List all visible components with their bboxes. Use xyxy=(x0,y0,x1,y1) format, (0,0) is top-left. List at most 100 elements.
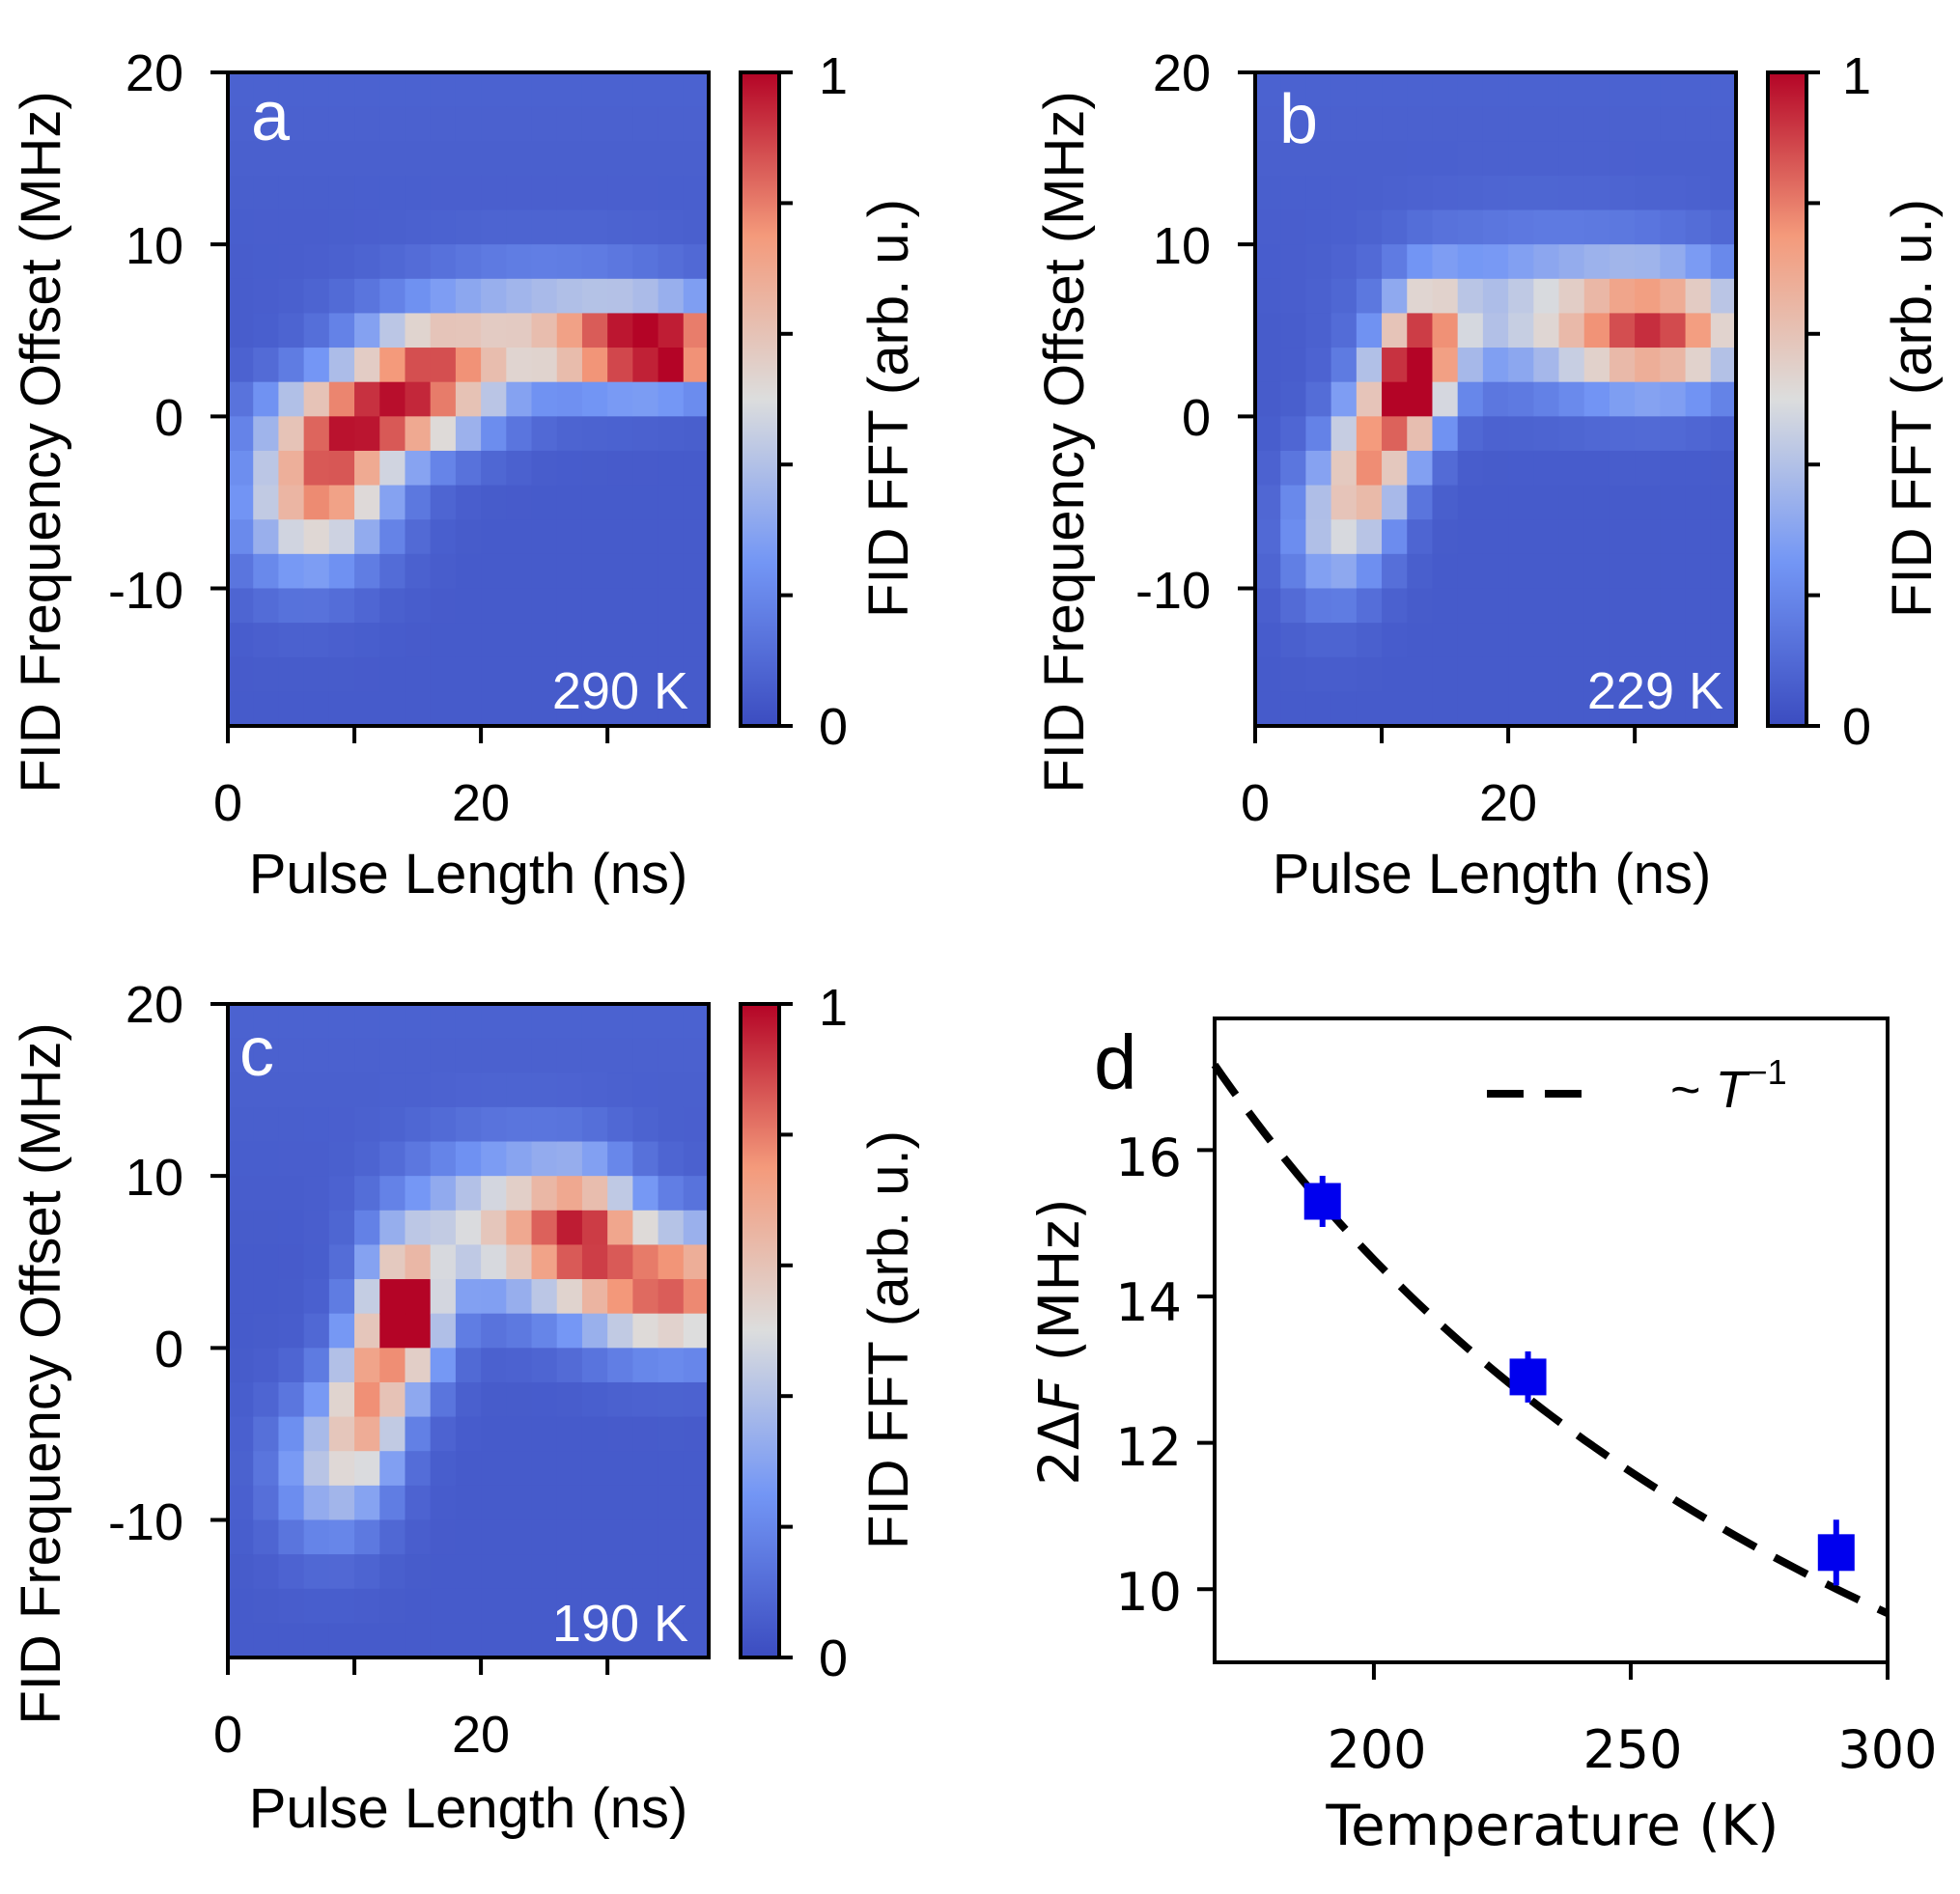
heatmap-cell xyxy=(1255,175,1281,211)
heatmap-cell xyxy=(1685,485,1712,520)
heatmap-cell xyxy=(481,244,507,280)
heatmap-cell xyxy=(1685,209,1712,245)
heatmap-cell xyxy=(430,1279,457,1315)
heatmap-cell xyxy=(1255,141,1281,177)
heatmap-cell xyxy=(581,1588,608,1624)
heatmap-cell xyxy=(658,1072,685,1108)
heatmap-cell xyxy=(354,175,380,211)
heatmap-cell xyxy=(632,1072,659,1108)
heatmap-cell xyxy=(354,553,380,590)
heatmap-cell xyxy=(1432,588,1459,624)
heatmap-cell xyxy=(328,1588,355,1624)
heatmap-cell xyxy=(228,244,254,280)
y-axis-label: 2ΔF (MHz) xyxy=(1026,1198,1092,1486)
heatmap-cell xyxy=(228,691,254,727)
heatmap-cell xyxy=(405,1004,432,1040)
heatmap-cell xyxy=(481,348,507,383)
heatmap-cell xyxy=(1382,72,1408,108)
heatmap-cell xyxy=(1255,72,1281,108)
heatmap-cell xyxy=(278,72,305,108)
heatmap-cell xyxy=(455,588,482,624)
heatmap-cell xyxy=(581,1519,608,1555)
heatmap-cell xyxy=(1710,656,1737,692)
heatmap-cell xyxy=(303,519,330,555)
heatmap-cell xyxy=(607,656,633,692)
y-axis-label: FID Frequency Offset (MHz) xyxy=(10,1022,72,1724)
heatmap-cell xyxy=(1280,450,1307,487)
heatmap-cell xyxy=(354,656,380,692)
heatmap-cell xyxy=(1533,244,1560,280)
heatmap-cell xyxy=(303,1381,330,1418)
heatmap-cell xyxy=(1280,553,1307,590)
heatmap-cell xyxy=(1457,209,1484,245)
heatmap-cell xyxy=(481,1176,507,1212)
heatmap-cell xyxy=(1685,244,1712,280)
heatmap-cell xyxy=(581,1038,608,1073)
heatmap-cell xyxy=(455,313,482,348)
heatmap-cell xyxy=(1508,588,1534,624)
heatmap-cell xyxy=(354,348,380,383)
heatmap-cell xyxy=(607,1416,633,1452)
heatmap-cell xyxy=(1330,519,1358,555)
heatmap-cell xyxy=(658,1485,685,1521)
heatmap-cell xyxy=(607,1106,633,1143)
heatmap-cell xyxy=(1356,278,1383,315)
heatmap-cell xyxy=(328,244,355,280)
heatmap-cell xyxy=(581,691,608,727)
heatmap-cell xyxy=(1280,588,1307,624)
heatmap-cell xyxy=(607,1588,633,1624)
heatmap-cell xyxy=(506,485,533,520)
heatmap-cell xyxy=(228,1451,254,1487)
heatmap-cell xyxy=(607,416,633,452)
heatmap-cell xyxy=(531,450,558,487)
heatmap-cell xyxy=(556,1519,583,1555)
heatmap-cell xyxy=(228,485,254,520)
heatmap-cell xyxy=(581,656,608,692)
heatmap-cell xyxy=(328,106,355,142)
heatmap-cell xyxy=(328,1244,355,1280)
heatmap-cell xyxy=(1710,209,1737,245)
heatmap-cell xyxy=(1508,209,1534,245)
heatmap-cell xyxy=(1382,209,1408,245)
y-tick-label-20: 20 xyxy=(1153,44,1211,102)
heatmap-cell xyxy=(632,1279,659,1315)
heatmap-cell xyxy=(455,72,482,108)
heatmap-cell xyxy=(1710,485,1737,520)
heatmap-cell xyxy=(1685,175,1712,211)
heatmap-cell xyxy=(1382,485,1408,520)
heatmap-cell xyxy=(455,1554,482,1590)
heatmap-cell xyxy=(632,278,659,315)
heatmap-cell xyxy=(1457,106,1484,142)
heatmap-cell xyxy=(278,1106,305,1143)
heatmap-cell xyxy=(430,1072,457,1108)
heatmap-cell xyxy=(1635,175,1661,211)
heatmap-cell xyxy=(658,623,685,658)
heatmap-cell xyxy=(658,1210,685,1246)
heatmap-cell xyxy=(1356,553,1383,590)
heatmap-cell xyxy=(1407,553,1434,590)
heatmap-cell xyxy=(1558,348,1585,383)
heatmap-cell xyxy=(1482,175,1509,211)
y-tick-label-neg10: -10 xyxy=(108,1493,183,1551)
heatmap-cell xyxy=(1407,72,1434,108)
heatmap-cell xyxy=(405,656,432,692)
y-tick-label-10: 10 xyxy=(126,217,183,275)
colorbar-max-label: 1 xyxy=(1842,47,1871,105)
heatmap-cell xyxy=(455,1176,482,1212)
heatmap-cell xyxy=(379,1072,406,1108)
heatmap-cell xyxy=(1583,588,1610,624)
heatmap-cell xyxy=(1330,141,1358,177)
heatmap-cell xyxy=(1583,72,1610,108)
heatmap-cell xyxy=(228,1004,254,1040)
heatmap-cell xyxy=(228,1244,254,1280)
heatmap-cell xyxy=(1280,416,1307,452)
heatmap-cell xyxy=(1710,175,1737,211)
heatmap-cell xyxy=(455,209,482,245)
heatmap-cell xyxy=(632,106,659,142)
heatmap-cell xyxy=(1685,623,1712,658)
heatmap-cell xyxy=(228,1554,254,1590)
heatmap-cell xyxy=(531,313,558,348)
heatmap-cell xyxy=(379,485,406,520)
heatmap-cell xyxy=(1660,416,1687,452)
heatmap-cell xyxy=(1255,209,1281,245)
